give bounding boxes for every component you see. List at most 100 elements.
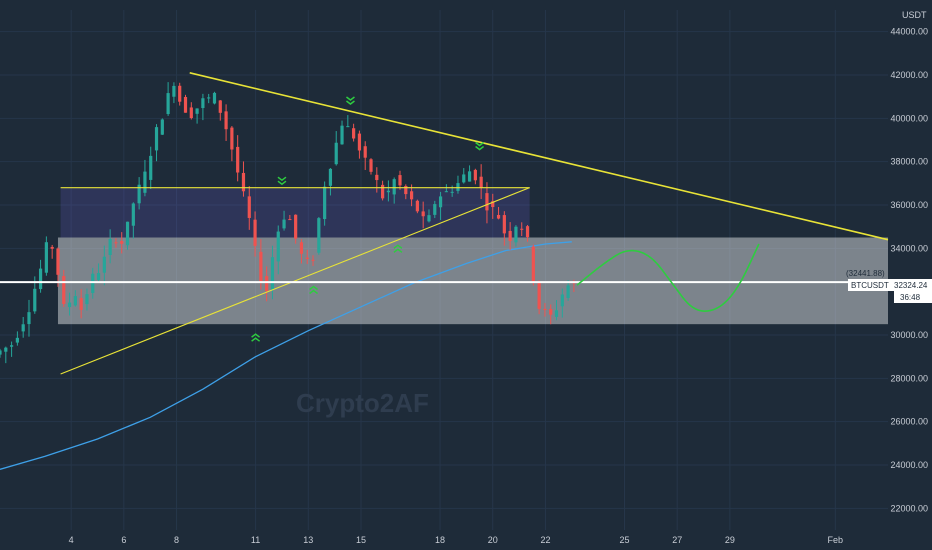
bearish-marker: [277, 176, 287, 186]
countdown-tag-bg: [894, 291, 932, 303]
candle-body: [137, 184, 141, 204]
candle-body: [450, 191, 454, 193]
candle-body: [9, 345, 14, 347]
candle-body: [288, 219, 292, 221]
candle-body: [294, 214, 298, 239]
candle-body: [0, 350, 2, 355]
candle-body: [491, 201, 495, 208]
y-tick-label: 34000.00: [890, 243, 928, 253]
candle-body: [114, 242, 118, 244]
candle-body: [456, 183, 460, 191]
bullish-marker: [393, 244, 403, 253]
candle-body: [79, 298, 83, 310]
y-tick-label: 44000.00: [890, 27, 928, 37]
candle-body: [265, 276, 269, 292]
candle-body: [554, 310, 559, 317]
candle-body: [21, 324, 25, 332]
candle-body: [404, 185, 408, 195]
candle-body: [433, 204, 437, 215]
candle-body: [67, 302, 72, 308]
candle-body: [91, 273, 95, 293]
candle-body: [56, 248, 60, 275]
x-axis[interactable]: 4 6 8 11 13 15 18 20 22 25 27 29 Feb: [69, 535, 843, 545]
chevron: [277, 176, 287, 182]
candle-body: [108, 239, 112, 255]
bearish-marker: [475, 141, 485, 151]
candle-body: [62, 276, 66, 304]
x-tick-label: 25: [619, 535, 629, 545]
symbol-tag: BTCUSDT: [851, 281, 889, 290]
chevron: [277, 180, 287, 186]
countdown-tag: 36:48: [900, 293, 921, 302]
candle-body: [409, 191, 414, 200]
support-zone: [57, 237, 888, 325]
candle-body: [334, 142, 338, 165]
candle-body: [328, 168, 333, 186]
candle-body: [352, 128, 356, 139]
candle-body: [120, 241, 124, 244]
candle-body: [427, 215, 431, 222]
candle-body: [444, 191, 448, 193]
candle-body: [520, 228, 524, 230]
candle-body: [50, 246, 54, 249]
candle-body: [218, 100, 222, 113]
candle-body: [305, 257, 309, 259]
candle-body: [125, 221, 130, 246]
candle-body: [44, 242, 48, 273]
candle-body: [340, 125, 344, 145]
candle-body: [531, 246, 535, 282]
price-tags: BTCUSDT 32324.24 36:48 (32441.88): [846, 269, 932, 303]
candle-body: [160, 119, 164, 135]
bearish-marker: [346, 96, 355, 105]
y-axis[interactable]: 44000.00 42000.00 40000.00 38000.00 36000.00…: [890, 27, 928, 514]
candle-body: [236, 146, 240, 173]
y-tick-label: 26000.00: [890, 417, 928, 427]
y-tick-label: 42000.00: [890, 70, 928, 80]
candle-body: [224, 111, 228, 130]
x-tick-label: 20: [488, 535, 498, 545]
candle-body: [508, 230, 512, 241]
candle-body: [241, 172, 246, 192]
x-tick-label: 13: [303, 535, 313, 545]
candles: [0, 82, 576, 364]
y-tick-label: 22000.00: [890, 503, 928, 513]
trendline: [60, 187, 530, 375]
candle-body: [96, 273, 101, 280]
candle-body: [369, 159, 373, 172]
x-tick-label: 29: [725, 535, 735, 545]
x-tick-label: 6: [121, 535, 126, 545]
y-tick-label: 28000.00: [890, 373, 928, 383]
candle-body: [166, 93, 170, 115]
candle-body: [143, 171, 147, 193]
x-tick-label: 18: [435, 535, 445, 545]
bullish-marker: [251, 333, 261, 342]
x-tick-label: 22: [540, 535, 550, 545]
candle-body: [317, 218, 321, 253]
forecast-curve: [576, 243, 760, 312]
trendlines: [60, 72, 889, 375]
x-tick-label: 27: [672, 535, 682, 545]
candle-body: [438, 196, 443, 208]
chevron: [393, 244, 403, 249]
candle-body: [421, 211, 425, 217]
candle-body: [392, 179, 396, 195]
candle-body: [282, 219, 286, 229]
candle-body: [357, 133, 362, 151]
candle-body: [4, 347, 8, 352]
candle-body: [299, 242, 304, 254]
candle-body: [212, 92, 217, 104]
chevron: [475, 145, 485, 151]
candle-body: [259, 251, 263, 283]
chevron: [251, 333, 261, 338]
symbol-tag-bg: [848, 279, 932, 291]
candle-body: [73, 296, 77, 306]
candle-body: [15, 337, 19, 343]
candle-body: [566, 285, 570, 298]
y-tick-label: 30000.00: [890, 330, 928, 340]
candle-body: [537, 281, 541, 309]
chevron: [251, 337, 261, 342]
candle-body: [201, 98, 205, 109]
currency-label: USDT: [902, 10, 927, 20]
